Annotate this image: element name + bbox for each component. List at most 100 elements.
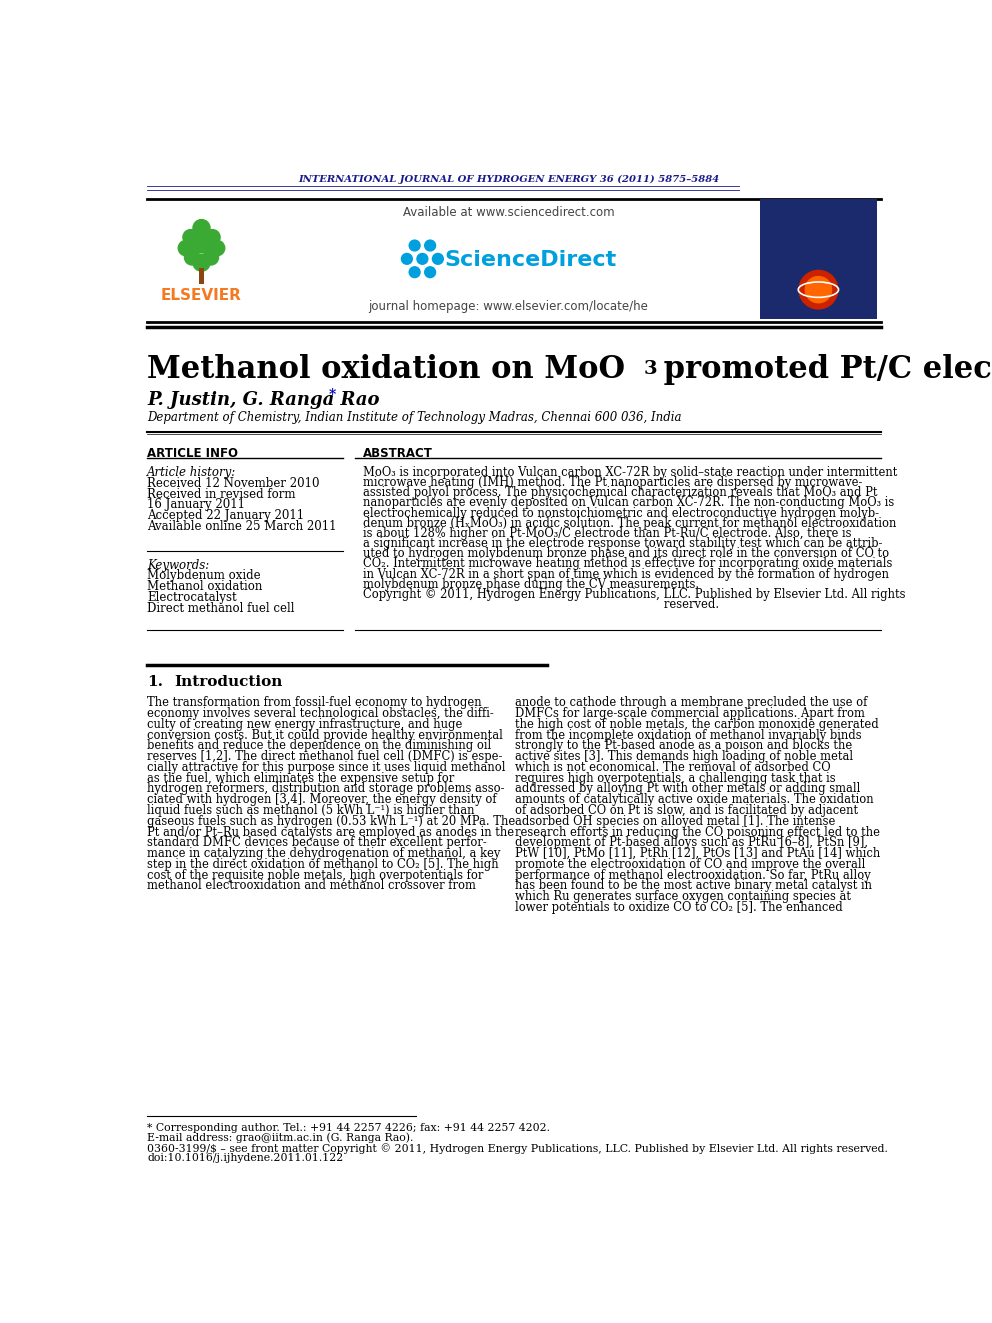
Text: Methanol oxidation on MoO: Methanol oxidation on MoO	[147, 353, 625, 385]
Text: in Vulcan XC-72R in a short span of time which is evidenced by the formation of : in Vulcan XC-72R in a short span of time…	[363, 568, 889, 581]
Text: liquid fuels such as methanol (5 kWh L⁻¹) is higher than: liquid fuels such as methanol (5 kWh L⁻¹…	[147, 804, 475, 818]
Text: ciated with hydrogen [3,4]. Moreover, the energy density of: ciated with hydrogen [3,4]. Moreover, th…	[147, 794, 497, 806]
Circle shape	[209, 241, 225, 255]
Text: performance of methanol electrooxidation. So far, PtRu alloy: performance of methanol electrooxidation…	[516, 869, 871, 881]
Circle shape	[425, 241, 435, 251]
Text: Available online 25 March 2011: Available online 25 March 2011	[147, 520, 336, 533]
Text: 1.: 1.	[147, 675, 164, 689]
Circle shape	[203, 250, 218, 265]
Text: electrochemically reduced to nonstoichiometric and electroconductive hydrogen mo: electrochemically reduced to nonstoichio…	[363, 507, 879, 520]
Text: 16 January 2011: 16 January 2011	[147, 499, 245, 511]
Circle shape	[433, 254, 443, 265]
Circle shape	[185, 250, 200, 265]
Text: nanoparticles are evenly deposited on Vulcan carbon XC-72R. The non-conducting M: nanoparticles are evenly deposited on Vu…	[363, 496, 894, 509]
Text: hydrogen reformers, distribution and storage problems asso-: hydrogen reformers, distribution and sto…	[147, 782, 505, 795]
Text: JOURNAL: JOURNAL	[803, 230, 834, 235]
Circle shape	[806, 277, 831, 303]
Text: development of Pt-based alloys such as PtRu [6–8], PtSn [9],: development of Pt-based alloys such as P…	[516, 836, 868, 849]
Text: from the incomplete oxidation of methanol invariably binds: from the incomplete oxidation of methano…	[516, 729, 862, 742]
Text: ARTICLE INFO: ARTICLE INFO	[147, 447, 238, 459]
Text: Received in revised form: Received in revised form	[147, 488, 296, 500]
Text: reserved.: reserved.	[363, 598, 719, 611]
Text: microwave heating (IMH) method. The Pt nanoparticles are dispersed by microwave-: microwave heating (IMH) method. The Pt n…	[363, 476, 862, 490]
Circle shape	[409, 267, 420, 278]
Text: as the fuel, which eliminates the expensive setup for: as the fuel, which eliminates the expens…	[147, 771, 454, 785]
Text: doi:10.1016/j.ijhydene.2011.01.122: doi:10.1016/j.ijhydene.2011.01.122	[147, 1152, 343, 1163]
Text: Electrocatalyst: Electrocatalyst	[147, 591, 237, 603]
Circle shape	[183, 230, 198, 245]
Text: Keywords:: Keywords:	[147, 560, 209, 572]
Text: Direct methanol fuel cell: Direct methanol fuel cell	[147, 602, 295, 614]
Circle shape	[204, 230, 220, 245]
Text: journal homepage: www.elsevier.com/locate/he: journal homepage: www.elsevier.com/locat…	[368, 300, 649, 314]
Text: methanol electrooxidation and methanol crossover from: methanol electrooxidation and methanol c…	[147, 880, 476, 893]
Text: anode to cathode through a membrane precluded the use of: anode to cathode through a membrane prec…	[516, 696, 868, 709]
Text: gaseous fuels such as hydrogen (0.53 kWh L⁻¹) at 20 MPa. The: gaseous fuels such as hydrogen (0.53 kWh…	[147, 815, 516, 828]
Circle shape	[193, 220, 210, 237]
Text: P. Justin, G. Ranga Rao: P. Justin, G. Ranga Rao	[147, 392, 380, 409]
Text: mance in catalyzing the dehydrogenation of methanol, a key: mance in catalyzing the dehydrogenation …	[147, 847, 501, 860]
Text: Copyright © 2011, Hydrogen Energy Publications, LLC. Published by Elsevier Ltd. : Copyright © 2011, Hydrogen Energy Public…	[363, 587, 905, 601]
Text: economy involves several technological obstacles, the diffi-: economy involves several technological o…	[147, 706, 494, 720]
Text: cost of the requisite noble metals, high overpotentials for: cost of the requisite noble metals, high…	[147, 869, 484, 881]
Circle shape	[799, 270, 838, 308]
Text: step in the direct oxidation of methanol to CO₂ [5]. The high: step in the direct oxidation of methanol…	[147, 857, 499, 871]
Text: which is not economical. The removal of adsorbed CO: which is not economical. The removal of …	[516, 761, 831, 774]
Text: Article history:: Article history:	[147, 466, 236, 479]
Text: of adsorbed CO on Pt is slow, and is facilitated by adjacent: of adsorbed CO on Pt is slow, and is fac…	[516, 804, 858, 818]
Text: assisted polyol process. The physicochemical characterization reveals that MoO₃ : assisted polyol process. The physicochem…	[363, 487, 877, 499]
Text: PtW [10], PtMo [11], PtRh [12], PtOs [13] and PtAu [14] which: PtW [10], PtMo [11], PtRh [12], PtOs [13…	[516, 847, 881, 860]
Text: Methanol oxidation: Methanol oxidation	[147, 579, 263, 593]
Text: Accepted 22 January 2011: Accepted 22 January 2011	[147, 509, 305, 523]
Text: International Journal of: International Journal of	[774, 212, 863, 220]
Text: cially attractive for this purpose since it uses liquid methanol: cially attractive for this purpose since…	[147, 761, 506, 774]
Text: ELSEVIER: ELSEVIER	[161, 288, 242, 303]
Text: uted to hydrogen molybdenum bronze phase and its direct role in the conversion o: uted to hydrogen molybdenum bronze phase…	[363, 548, 889, 561]
Text: the high cost of noble metals, the carbon monoxide generated: the high cost of noble metals, the carbo…	[516, 718, 879, 730]
Circle shape	[402, 254, 413, 265]
Text: INTERNATIONAL JOURNAL OF HYDROGEN ENERGY 36 (2011) 5875–5884: INTERNATIONAL JOURNAL OF HYDROGEN ENERGY…	[298, 175, 719, 184]
Text: reserves [1,2]. The direct methanol fuel cell (DMFC) is espe-: reserves [1,2]. The direct methanol fuel…	[147, 750, 503, 763]
Text: active sites [3]. This demands high loading of noble metal: active sites [3]. This demands high load…	[516, 750, 853, 763]
Text: DMFCs for large-scale commercial applications. Apart from: DMFCs for large-scale commercial applica…	[516, 706, 865, 720]
Circle shape	[417, 254, 428, 265]
Text: conversion costs. But it could provide healthy environmental: conversion costs. But it could provide h…	[147, 729, 503, 742]
Text: benefits and reduce the dependence on the diminishing oil: benefits and reduce the dependence on th…	[147, 740, 491, 753]
Text: Molybdenum oxide: Molybdenum oxide	[147, 569, 261, 582]
Text: amounts of catalytically active oxide materials. The oxidation: amounts of catalytically active oxide ma…	[516, 794, 874, 806]
Text: ScienceDirect: ScienceDirect	[444, 250, 616, 270]
Text: promoted Pt/C electrocatalyst: promoted Pt/C electrocatalyst	[654, 353, 992, 385]
Text: adsorbed OH species on alloyed metal [1]. The intense: adsorbed OH species on alloyed metal [1]…	[516, 815, 835, 828]
Text: denum bronze (HₓMoO₃) in acidic solution. The peak current for methanol electroo: denum bronze (HₓMoO₃) in acidic solution…	[363, 517, 896, 529]
Circle shape	[179, 241, 193, 255]
FancyBboxPatch shape	[199, 269, 203, 283]
Text: 0360-3199/$ – see front matter Copyright © 2011, Hydrogen Energy Publications, L: 0360-3199/$ – see front matter Copyright…	[147, 1143, 888, 1154]
Text: which Ru generates surface oxygen containing species at: which Ru generates surface oxygen contai…	[516, 890, 851, 904]
Circle shape	[193, 254, 210, 271]
Text: ABSTRACT: ABSTRACT	[363, 447, 433, 459]
Text: has been found to be the most active binary metal catalyst in: has been found to be the most active bin…	[516, 880, 872, 893]
Text: E-mail address: grao@iitm.ac.in (G. Ranga Rao).: E-mail address: grao@iitm.ac.in (G. Rang…	[147, 1132, 414, 1143]
Text: research efforts in reducing the CO poisoning effect led to the: research efforts in reducing the CO pois…	[516, 826, 880, 839]
Text: promote the electrooxidation of CO and improve the overall: promote the electrooxidation of CO and i…	[516, 857, 866, 871]
Text: 3: 3	[643, 360, 657, 378]
Text: a significant increase in the electrode response toward stability test which can: a significant increase in the electrode …	[363, 537, 882, 550]
Text: ENERGY: ENERGY	[794, 237, 843, 246]
Text: is about 128% higher on Pt-MoO₃/C electrode than Pt-Ru/C electrode. Also, there : is about 128% higher on Pt-MoO₃/C electr…	[363, 527, 851, 540]
Text: strongly to the Pt-based anode as a poison and blocks the: strongly to the Pt-based anode as a pois…	[516, 740, 853, 753]
Text: Department of Chemistry, Indian Institute of Technology Madras, Chennai 600 036,: Department of Chemistry, Indian Institut…	[147, 410, 682, 423]
Circle shape	[409, 241, 420, 251]
Circle shape	[425, 267, 435, 278]
Text: HYDROGEN: HYDROGEN	[784, 218, 853, 229]
Text: Received 12 November 2010: Received 12 November 2010	[147, 476, 319, 490]
Text: MoO₃ is incorporated into Vulcan carbon XC-72R by solid–state reaction under int: MoO₃ is incorporated into Vulcan carbon …	[363, 466, 897, 479]
Text: standard DMFC devices because of their excellent perfor-: standard DMFC devices because of their e…	[147, 836, 487, 849]
Text: Available at www.sciencedirect.com: Available at www.sciencedirect.com	[403, 206, 614, 220]
Text: The transformation from fossil-fuel economy to hydrogen: The transformation from fossil-fuel econ…	[147, 696, 482, 709]
Text: Pt and/or Pt–Ru based catalysts are employed as anodes in the: Pt and/or Pt–Ru based catalysts are empl…	[147, 826, 515, 839]
Text: molybdenum bronze phase during the CV measurements.: molybdenum bronze phase during the CV me…	[363, 578, 698, 591]
Text: requires high overpotentials, a challenging task that is: requires high overpotentials, a challeng…	[516, 771, 836, 785]
Text: Introduction: Introduction	[175, 675, 283, 689]
Text: *: *	[328, 388, 336, 402]
FancyBboxPatch shape	[760, 198, 877, 319]
